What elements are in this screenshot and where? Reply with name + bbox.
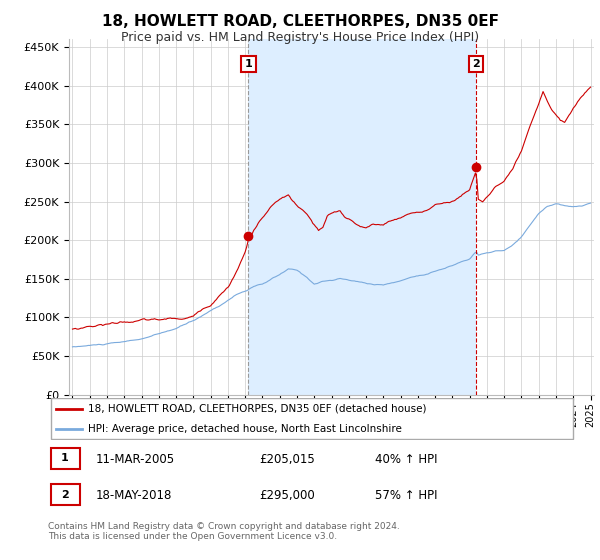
Text: 57% ↑ HPI: 57% ↑ HPI	[376, 489, 438, 502]
Bar	[248, 39, 476, 395]
Text: 1: 1	[245, 59, 253, 69]
Text: £205,015: £205,015	[259, 452, 315, 465]
Text: 18, HOWLETT ROAD, CLEETHORPES, DN35 0EF (detached house): 18, HOWLETT ROAD, CLEETHORPES, DN35 0EF …	[88, 404, 426, 413]
Text: 2: 2	[472, 59, 480, 69]
Text: £295,000: £295,000	[259, 489, 315, 502]
FancyBboxPatch shape	[50, 399, 574, 439]
Text: 40% ↑ HPI: 40% ↑ HPI	[376, 452, 438, 465]
Text: 2: 2	[61, 489, 69, 500]
FancyBboxPatch shape	[50, 484, 80, 505]
Text: 1: 1	[61, 453, 69, 463]
Text: 11-MAR-2005: 11-MAR-2005	[95, 452, 175, 465]
Text: Contains HM Land Registry data © Crown copyright and database right 2024.
This d: Contains HM Land Registry data © Crown c…	[48, 522, 400, 542]
FancyBboxPatch shape	[50, 447, 80, 469]
Text: HPI: Average price, detached house, North East Lincolnshire: HPI: Average price, detached house, Nort…	[88, 424, 401, 433]
Text: 18, HOWLETT ROAD, CLEETHORPES, DN35 0EF: 18, HOWLETT ROAD, CLEETHORPES, DN35 0EF	[101, 14, 499, 29]
Text: Price paid vs. HM Land Registry's House Price Index (HPI): Price paid vs. HM Land Registry's House …	[121, 31, 479, 44]
Text: 18-MAY-2018: 18-MAY-2018	[95, 489, 172, 502]
